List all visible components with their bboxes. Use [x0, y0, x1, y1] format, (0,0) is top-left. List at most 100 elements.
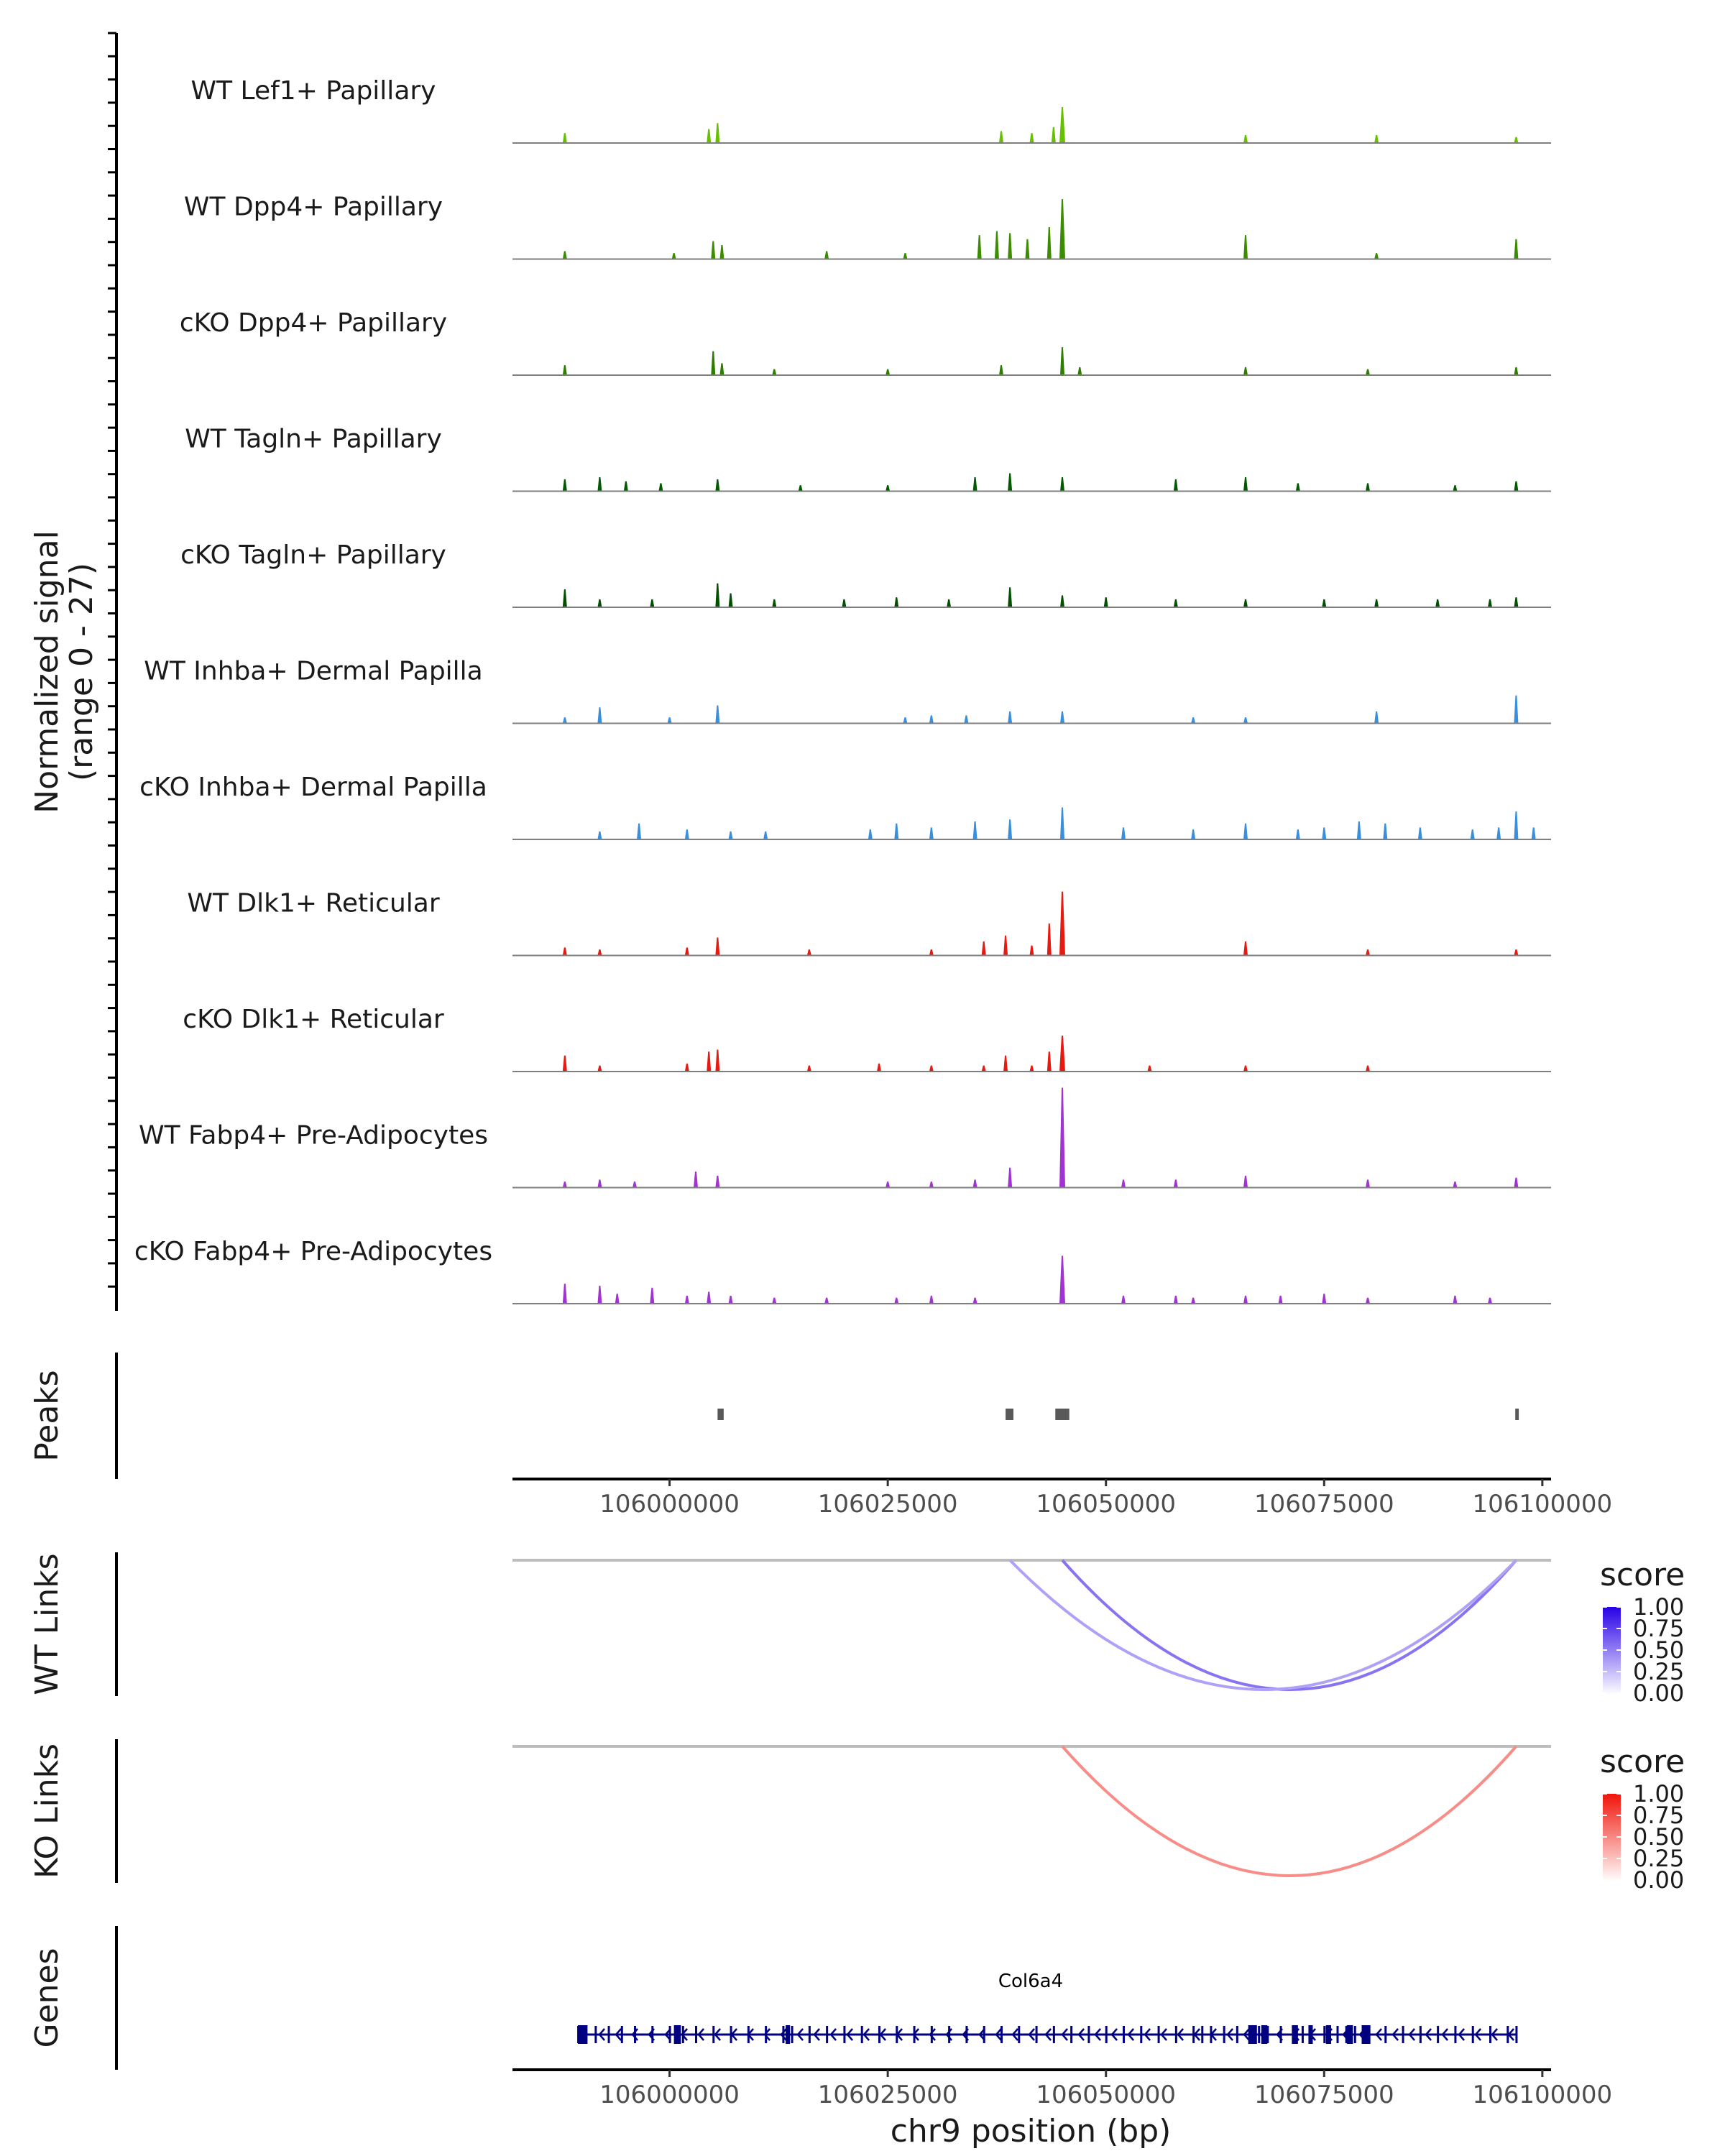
- coverage-peak: [886, 369, 891, 375]
- gene-exon: [1140, 2026, 1143, 2043]
- coverage-peak: [1008, 233, 1013, 259]
- coverage-peak: [1243, 823, 1248, 839]
- coverage-peak: [1008, 819, 1013, 839]
- coverage-track-label: cKO Inhba+ Dermal Papilla: [139, 773, 487, 802]
- legend-tick-label: 0.75: [1633, 1802, 1684, 1829]
- coverage-peak: [1470, 829, 1475, 839]
- coverage-peak: [972, 1179, 978, 1188]
- coverage-peak: [715, 1175, 720, 1188]
- coverage-peak: [711, 351, 716, 375]
- coverage-track: cKO Inhba+ Dermal Papilla: [139, 773, 1551, 840]
- gene-exon: [1105, 2026, 1108, 2043]
- coverage-track: WT Inhba+ Dermal Papilla: [144, 657, 1551, 724]
- strand-arrow-icon: [1375, 2028, 1383, 2041]
- legend-tick-label: 0.25: [1633, 1845, 1684, 1872]
- strand-arrow-icon: [648, 2028, 656, 2041]
- peak-region: [1055, 1409, 1070, 1420]
- coverage-peak: [981, 941, 986, 956]
- coverage-peak: [1059, 199, 1065, 259]
- coverage-peak: [1121, 1295, 1126, 1304]
- coverage-peak: [1060, 347, 1064, 375]
- gene-exon: [1345, 2026, 1348, 2043]
- coverage-track-label: WT Inhba+ Dermal Papilla: [144, 657, 482, 686]
- coverage-peak: [597, 1286, 602, 1304]
- coverage-peak: [1059, 1087, 1065, 1188]
- coverage-peak: [562, 717, 567, 724]
- strand-arrow-icon: [1077, 2028, 1085, 2041]
- coverage-peak: [868, 829, 873, 839]
- coverage-peak: [650, 1287, 655, 1304]
- gene-exon: [1402, 2026, 1404, 2043]
- coverage-peak: [1059, 107, 1065, 143]
- gene-exon: [1336, 2026, 1339, 2043]
- coverage-peak: [1060, 477, 1064, 492]
- coverage-peak: [1374, 711, 1379, 724]
- coverage-peak: [999, 131, 1003, 143]
- ko-links-panel: KO Links score 1.000.750.500.250.00: [29, 1739, 1685, 1894]
- coverage-peak: [1147, 1065, 1152, 1072]
- coverage-track-label: cKO Fabp4+ Pre-Adipocytes: [134, 1237, 492, 1266]
- genes-track-label: Genes: [29, 1948, 65, 2047]
- coverage-peak: [1243, 1175, 1248, 1188]
- legend-tick-label: 0.50: [1633, 1636, 1684, 1664]
- coverage-peak: [694, 1171, 698, 1188]
- coverage-peak: [597, 707, 602, 724]
- coverage-peak: [1322, 1294, 1327, 1304]
- wt-legend-ticks: 1.000.750.500.250.00: [1603, 1593, 1684, 1707]
- gene-coding-exon: [1325, 2025, 1331, 2044]
- gene-exon: [826, 2026, 829, 2043]
- gene-exon: [1266, 2026, 1269, 2043]
- coverage-track-label: WT Fabp4+ Pre-Adipocytes: [139, 1121, 488, 1151]
- gene-exon: [1087, 2026, 1090, 2043]
- coverage-peak: [562, 1055, 567, 1072]
- gene-exon: [1174, 2026, 1177, 2043]
- peak-region: [1006, 1409, 1013, 1420]
- coverage-track: cKO Fabp4+ Pre-Adipocytes: [134, 1237, 1551, 1304]
- coverage-peak: [1025, 239, 1030, 259]
- strand-arrow-icon: [1259, 2028, 1267, 2041]
- coverage-peak: [684, 947, 689, 956]
- coverage-peak: [1366, 369, 1370, 375]
- strand-arrow-icon: [1358, 2028, 1366, 2041]
- coverage-peak: [929, 949, 934, 956]
- strand-arrow-icon: [697, 2028, 705, 2041]
- genes-x-axis: 106000000 106025000 106050000 106075000 1061…: [599, 2070, 1612, 2109]
- coverage-peak: [1514, 695, 1519, 724]
- coverage-peak: [719, 245, 724, 259]
- coverage-peak: [1417, 827, 1422, 839]
- coverage-peak: [1173, 479, 1178, 492]
- strand-arrow-icon: [862, 2028, 870, 2041]
- coverage-peak: [1008, 711, 1013, 724]
- coverage-peak: [763, 831, 768, 839]
- coverage-peak: [715, 123, 720, 143]
- coverage-peak: [1060, 595, 1064, 607]
- coverage-peak: [684, 829, 689, 839]
- coverage-peak: [1243, 1065, 1248, 1072]
- gene-exon: [1437, 2026, 1440, 2043]
- coverage-peak: [1435, 599, 1440, 607]
- coverage-peak: [947, 599, 952, 607]
- strand-arrow-icon: [879, 2028, 887, 2041]
- strand-arrow-icon: [1276, 2028, 1284, 2041]
- coverage-peak: [1191, 829, 1196, 839]
- coverage-peak: [1121, 1179, 1126, 1188]
- genes-panel: Genes Col6a4 106000000 106025000 106050000…: [29, 1926, 1612, 2150]
- coverage-peak: [877, 1063, 881, 1072]
- coverage-track: cKO Dpp4+ Papillary: [180, 308, 1551, 376]
- gene-coding-exon: [1361, 2025, 1371, 2044]
- gene-exon: [1419, 2026, 1422, 2043]
- coverage-peak: [1488, 1297, 1492, 1304]
- coverage-peak: [1029, 1065, 1034, 1072]
- gene-exon: [1000, 2026, 1003, 2043]
- gene-exon: [1258, 2026, 1261, 2043]
- gene-exon: [965, 2026, 968, 2043]
- gene-exon: [1052, 2026, 1055, 2043]
- coverage-track: cKO Dlk1+ Reticular: [183, 1005, 1551, 1072]
- strand-arrow-icon: [1474, 2028, 1482, 2041]
- coverage-y-label-line1: Normalized signal: [29, 530, 65, 814]
- coverage-peak: [728, 1295, 733, 1304]
- strand-arrow-icon: [846, 2028, 854, 2041]
- gene-exon: [983, 2026, 985, 2043]
